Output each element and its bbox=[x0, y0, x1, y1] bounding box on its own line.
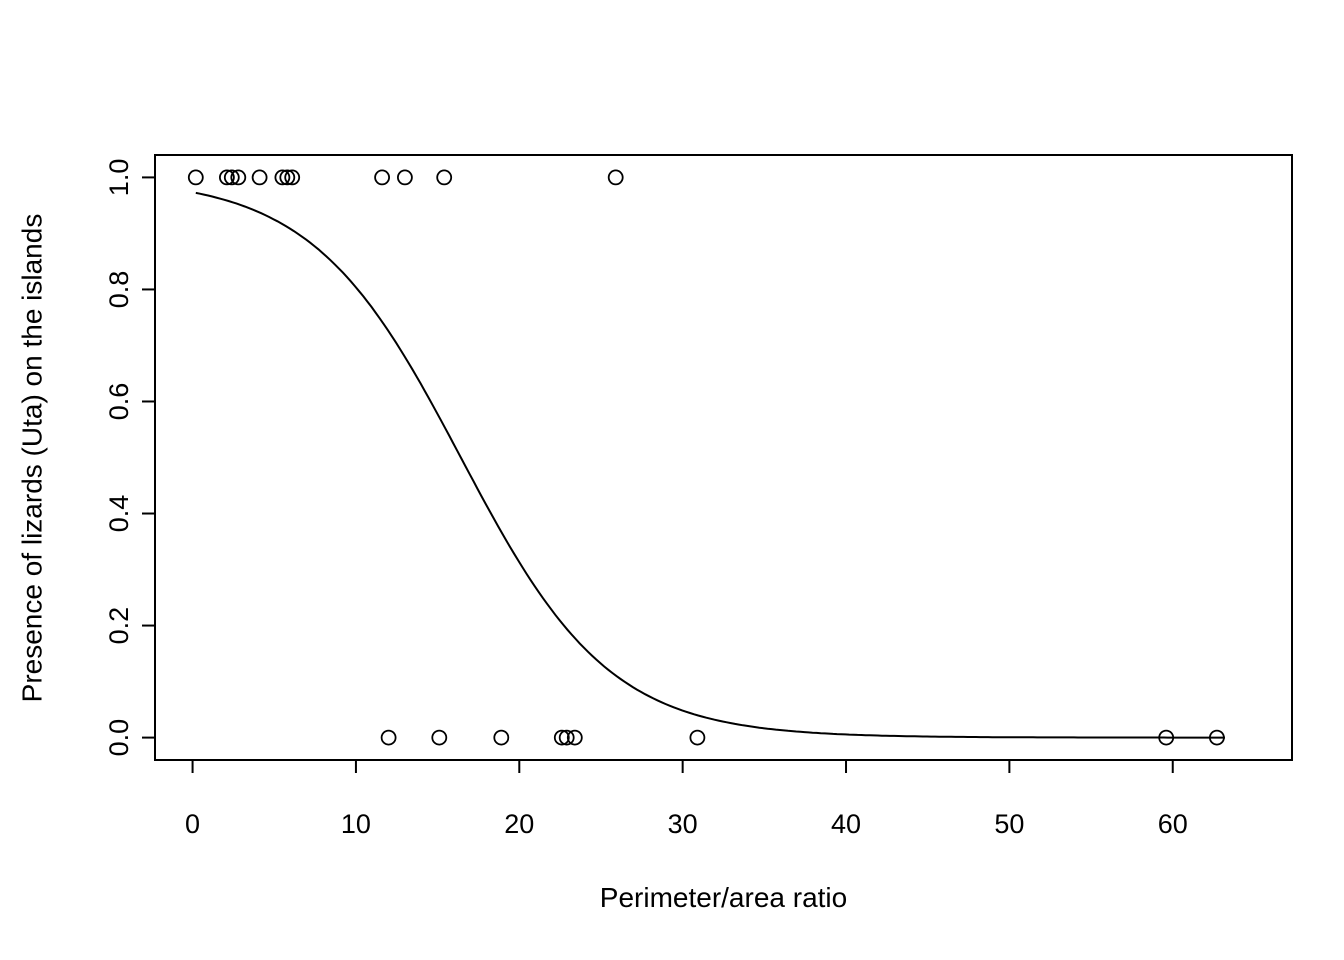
y-axis-tick-label: 0.2 bbox=[104, 607, 134, 645]
data-point-uta-absent bbox=[1209, 729, 1225, 746]
data-point-uta-present bbox=[279, 169, 296, 186]
y-axis-tick-label: 1.0 bbox=[104, 159, 134, 197]
logistic-fit-curve bbox=[195, 191, 1225, 739]
data-point-uta-present bbox=[284, 169, 301, 186]
data-point-uta-absent bbox=[380, 729, 397, 746]
y-axis-tick-label: 0.6 bbox=[104, 383, 134, 421]
y-axis-title: Presence of lizards (Uta) on the islands bbox=[16, 213, 47, 702]
data-point-uta-present bbox=[374, 169, 391, 186]
data-point-uta-present bbox=[230, 169, 247, 186]
data-point-uta-present bbox=[436, 169, 453, 186]
x-axis-tick-label: 10 bbox=[341, 809, 371, 839]
y-axis-title-container: Presence of lizards (Uta) on the islands bbox=[0, 155, 64, 760]
data-point-uta-present bbox=[251, 169, 268, 186]
y-axis-tick-label: 0.0 bbox=[104, 719, 134, 757]
data-point-uta-absent bbox=[431, 729, 448, 746]
x-axis-tick-label: 20 bbox=[504, 809, 534, 839]
x-axis-tick-label: 0 bbox=[185, 809, 200, 839]
data-point-uta-absent bbox=[493, 729, 510, 746]
plot-box bbox=[154, 154, 1293, 761]
data-point-uta-present bbox=[607, 169, 624, 186]
x-axis-tick-label: 40 bbox=[831, 809, 861, 839]
y-axis-tick-label: 0.8 bbox=[104, 271, 134, 309]
data-point-uta-present bbox=[187, 169, 204, 186]
data-point-uta-present bbox=[396, 169, 413, 186]
data-point-uta-absent bbox=[558, 729, 575, 746]
y-axis-tick-label: 0.4 bbox=[104, 495, 134, 533]
x-axis-tick-label: 50 bbox=[994, 809, 1024, 839]
data-point-uta-absent bbox=[1158, 729, 1175, 746]
data-point-uta-present bbox=[274, 169, 291, 186]
data-point-uta-present bbox=[223, 169, 240, 186]
x-axis-tick-label: 60 bbox=[1158, 809, 1188, 839]
data-point-uta-present bbox=[218, 169, 235, 186]
data-point-uta-absent bbox=[689, 729, 706, 746]
x-axis-title: Perimeter/area ratio bbox=[599, 882, 848, 913]
x-axis-tick-label: 30 bbox=[668, 809, 698, 839]
data-point-uta-absent bbox=[566, 729, 583, 746]
data-point-uta-absent bbox=[553, 729, 570, 746]
